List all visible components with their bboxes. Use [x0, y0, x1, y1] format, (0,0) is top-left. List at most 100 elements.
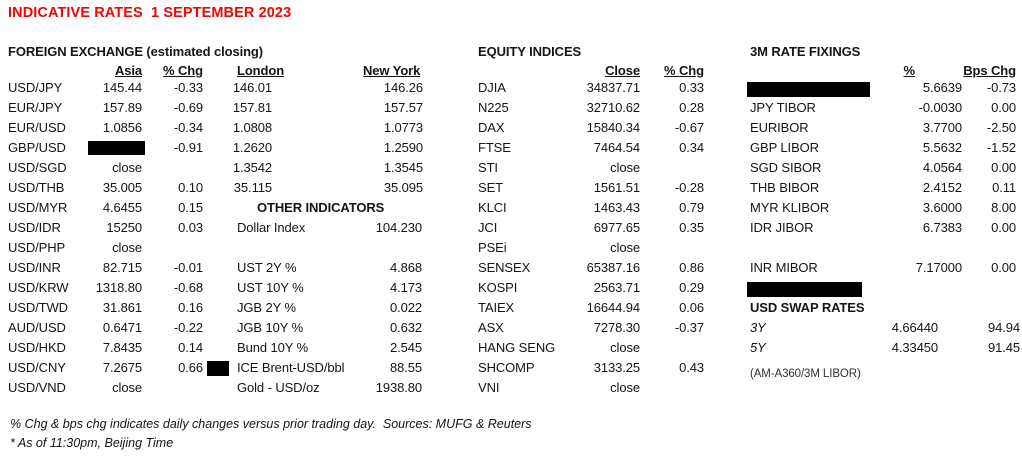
fixing-label: EURIBOR: [750, 120, 809, 135]
equity-chg-value: 0.35: [679, 220, 704, 235]
fixing-bps-value: -2.50: [986, 120, 1016, 135]
fx-london-value: 1.0808: [232, 120, 272, 135]
fx-london-value: 157.81: [232, 100, 272, 115]
fx-pair-label: USD/IDR: [8, 220, 61, 235]
fx-newyork-value: 1.3545: [383, 160, 423, 175]
equity-close-value: 7464.54: [593, 140, 640, 155]
swap-rate-value: 4.33450: [891, 340, 938, 355]
fx-asia-value: 15250: [106, 220, 142, 235]
fx-pair-label: USD/VND: [8, 380, 66, 395]
fx-asia-value: 1.0856: [102, 120, 142, 135]
fixing-pct-value: 7.17000: [915, 260, 962, 275]
fx-col-header-new-york: New York: [363, 63, 421, 78]
fixing-label: IDR JIBOR: [750, 220, 814, 235]
equity-col-header-chg: % Chg: [664, 63, 704, 78]
fx-asia-value: 157.89: [102, 100, 142, 115]
equity-chg-value: -0.67: [674, 120, 704, 135]
fx-pair-label: USD/THB: [8, 180, 65, 195]
fx-section-heading: FOREIGN EXCHANGE (estimated closing): [8, 44, 263, 59]
equity-close-value: close: [610, 240, 640, 255]
fx-asia-value: close: [112, 160, 142, 175]
equity-index-label: SHCOMP: [478, 360, 535, 375]
fx-london-value: 1.3542: [232, 160, 272, 175]
fixing-bps-value: 0.00: [991, 160, 1016, 175]
equity-index-label: SENSEX: [478, 260, 531, 275]
equity-chg-value: 0.43: [679, 360, 704, 375]
indicator-value: 2.545: [389, 340, 422, 355]
fx-pair-label: USD/MYR: [8, 200, 68, 215]
fx-asia-value: close: [112, 380, 142, 395]
indicator-value: 0.022: [389, 300, 422, 315]
fx-pair-label: USD/JPY: [8, 80, 63, 95]
fx-chg-value: -0.91: [173, 140, 203, 155]
equity-close-value: close: [610, 340, 640, 355]
indicator-value: 4.173: [389, 280, 422, 295]
fx-pair-label: USD/PHP: [8, 240, 66, 255]
indicator-label: UST 10Y %: [237, 280, 304, 295]
fixing-pct-value: 6.7383: [922, 220, 962, 235]
equity-close-value: 1463.43: [593, 200, 640, 215]
fx-chg-value: 0.16: [178, 300, 203, 315]
redaction-fixing-label: [747, 82, 870, 97]
fx-chg-value: 0.10: [178, 180, 203, 195]
fx-newyork-value: 146.26: [383, 80, 423, 95]
indicator-label: JGB 10Y %: [237, 320, 304, 335]
fx-newyork-value: 1.0773: [383, 120, 423, 135]
fx-asia-value: 7.2675: [102, 360, 142, 375]
equity-index-label: STI: [478, 160, 498, 175]
equity-close-value: 2563.71: [593, 280, 640, 295]
fx-chg-value: -0.34: [173, 120, 203, 135]
indicator-label: Bund 10Y %: [237, 340, 309, 355]
indicator-value: 1938.80: [375, 380, 422, 395]
fixing-label: SGD SIBOR: [750, 160, 822, 175]
fx-chg-value: 0.15: [178, 200, 203, 215]
fixings-section-heading: 3M RATE FIXINGS: [750, 44, 861, 59]
fixing-label: THB BIBOR: [750, 180, 820, 195]
equity-index-label: ASX: [478, 320, 504, 335]
fx-chg-value: -0.22: [173, 320, 203, 335]
fixing-pct-value: 4.0564: [922, 160, 962, 175]
fixing-bps-value: 0.00: [991, 220, 1016, 235]
equity-chg-value: 0.06: [679, 300, 704, 315]
indicator-value: 104.230: [375, 220, 422, 235]
fx-chg-value: -0.69: [173, 100, 203, 115]
equity-chg-value: 0.33: [679, 80, 704, 95]
equity-close-value: 65387.16: [586, 260, 641, 275]
fx-pair-label: USD/CNY: [8, 360, 66, 375]
fx-pair-label: GBP/USD: [8, 140, 66, 155]
fx-pair-label: USD/KRW: [8, 280, 69, 295]
fx-pair-label: EUR/USD: [8, 120, 66, 135]
equity-index-label: KOSPI: [478, 280, 518, 295]
equity-index-label: JCI: [478, 220, 498, 235]
fx-chg-value: 0.03: [178, 220, 203, 235]
equity-chg-value: -0.37: [674, 320, 704, 335]
fx-chg-value: -0.33: [173, 80, 203, 95]
fx-chg-value: -0.68: [173, 280, 203, 295]
fx-pair-label: USD/SGD: [8, 160, 67, 175]
equity-index-label: SET: [478, 180, 503, 195]
fx-newyork-value: 35.095: [383, 180, 423, 195]
equity-index-label: DAX: [478, 120, 505, 135]
fixing-pct-value: 2.4152: [922, 180, 962, 195]
equity-index-label: FTSE: [478, 140, 511, 155]
equity-close-value: close: [610, 380, 640, 395]
equity-chg-value: 0.28: [679, 100, 704, 115]
indicator-value: 4.868: [389, 260, 422, 275]
indicator-label: ICE Brent-USD/bbl: [237, 360, 345, 375]
equity-chg-value: 0.29: [679, 280, 704, 295]
equity-index-label: KLCI: [478, 200, 507, 215]
equity-close-value: 7278.30: [593, 320, 640, 335]
fx-asia-value: close: [112, 240, 142, 255]
swaps-basis-note: (AM-A360/3M LIBOR): [750, 368, 861, 380]
indicator-label: Gold - USD/oz: [237, 380, 320, 395]
fx-asia-value: 145.44: [102, 80, 142, 95]
redaction-brent-marker: [207, 361, 229, 376]
fixing-pct-value: 5.6639: [922, 80, 962, 95]
fx-pair-label: USD/INR: [8, 260, 61, 275]
equity-chg-value: -0.28: [674, 180, 704, 195]
fx-asia-value: 31.861: [102, 300, 142, 315]
fixing-bps-value: -1.52: [986, 140, 1016, 155]
fixing-bps-value: 8.00: [991, 200, 1016, 215]
swap-tenor-label: 3Y: [750, 320, 766, 335]
equity-section-heading: EQUITY INDICES: [478, 44, 582, 59]
